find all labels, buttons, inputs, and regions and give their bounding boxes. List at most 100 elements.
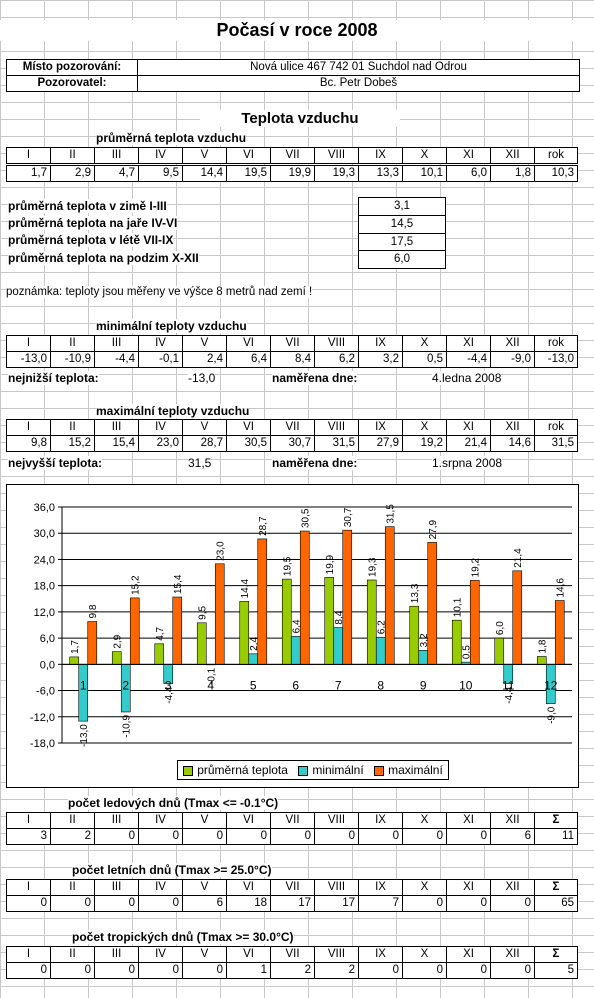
- max-value-cell: 23,0: [138, 435, 183, 452]
- season-label-winter: průměrná teplota v zimě I-III: [8, 199, 167, 213]
- avg-month-cell: XI: [446, 147, 491, 164]
- chart-data-label: 8,4: [334, 610, 345, 624]
- chart-bar: [239, 601, 250, 665]
- min-month-cell: III: [94, 335, 139, 352]
- tropical-month-cell: VII: [270, 946, 315, 963]
- summer-value-cell: 0: [94, 895, 139, 912]
- chart-bar: [129, 597, 140, 665]
- ice-value-cell: 6: [490, 828, 535, 845]
- summer-value-cell: 18: [226, 895, 271, 912]
- chart-data-label: 23,0: [216, 541, 227, 561]
- ice-month-cell: XII: [490, 812, 535, 829]
- min-month-cell: VI: [226, 335, 271, 352]
- avg-value-cell: 19,3: [314, 165, 359, 182]
- max-date-value: 1.srpna 2008: [432, 456, 503, 470]
- ice-month-cell: VI: [226, 812, 271, 829]
- avg-month-cell: I: [6, 147, 51, 164]
- min-month-cell: IV: [138, 335, 183, 352]
- tropical-value-cell: 0: [402, 962, 447, 979]
- max-date-label: naměřena dne:: [272, 456, 358, 470]
- avg-month-cell: VIII: [314, 147, 359, 164]
- chart-data-label: 14,4: [240, 578, 251, 598]
- info-table: Místo pozorování: Nová ulice 467 742 01 …: [6, 59, 580, 92]
- chart-bar: [78, 664, 89, 722]
- chart-bar: [87, 621, 98, 665]
- min-value-cell: 0,5: [402, 351, 447, 368]
- max-value-cell: 28,7: [182, 435, 227, 452]
- avg-month-cell: X: [402, 147, 447, 164]
- tropical-value-cell: 0: [50, 962, 95, 979]
- tropical-month-cell: IX: [358, 946, 403, 963]
- temperature-chart: -18,0 -12,0 -6,0 0,0 6,0 12,0 18,0 24,0 30,0 36,0…: [6, 484, 579, 788]
- min-value-cell: -9,0: [490, 351, 535, 368]
- avg-value-cell: 14,4: [182, 165, 227, 182]
- ice-summary-header: Σ: [534, 812, 578, 829]
- summer-value-cell: 17: [270, 895, 315, 912]
- avg-heading: průměrná teplota vzduchu: [96, 131, 247, 145]
- chart-data-label: 31,5: [386, 504, 397, 524]
- ice-value-cell: 0: [446, 828, 491, 845]
- chart-data-label: -4,4: [164, 686, 175, 704]
- tropical-month-row: I II III IV V VI VII VIII IX X XI XII Σ: [6, 946, 578, 963]
- chart-bar: [427, 542, 438, 665]
- min-value-cell: -4,4: [94, 351, 139, 368]
- ice-value-cell: 0: [402, 828, 447, 845]
- chart-bar: [214, 563, 225, 665]
- x-category-label: 11: [502, 678, 515, 692]
- chart-bar: [324, 577, 335, 665]
- max-value-cell: 15,4: [94, 435, 139, 452]
- min-month-row: I II III IV V VI VII VIII IX X XI XII rok: [6, 335, 578, 352]
- max-month-cell: II: [50, 419, 95, 436]
- season-value-spring: 14,5: [358, 215, 446, 234]
- avg-value-cell: 10,1: [402, 165, 447, 182]
- ice-month-cell: IX: [358, 812, 403, 829]
- ice-value-cell: 0: [226, 828, 271, 845]
- summer-month-row: I II III IV V VI VII VIII IX X XI XII Σ: [6, 879, 578, 896]
- chart-bar: [299, 530, 310, 665]
- legend-label-avg: průměrná teplota: [197, 763, 288, 777]
- min-summary-value: -13,0: [534, 351, 578, 368]
- chart-bar: [409, 605, 420, 665]
- x-category-label: 7: [335, 678, 342, 692]
- y-tick-label: 0,0: [40, 659, 55, 671]
- summer-value-row: 0 0 0 0 6 18 17 17 7 0 0 0 65: [6, 895, 578, 912]
- avg-month-cell: IV: [138, 147, 183, 164]
- ice-summary-value: 11: [534, 828, 578, 845]
- chart-legend: průměrná teplota minimální maximální: [177, 760, 449, 780]
- chart-bar: [469, 580, 480, 665]
- y-tick-label: -18,0: [30, 738, 55, 750]
- avg-value-cell: 6,0: [446, 165, 491, 182]
- summer-month-cell: II: [50, 879, 95, 896]
- max-month-cell: VII: [270, 419, 315, 436]
- tropical-month-cell: VI: [226, 946, 271, 963]
- x-category-label: 5: [250, 678, 257, 692]
- ice-month-cell: X: [402, 812, 447, 829]
- tropical-month-cell: II: [50, 946, 95, 963]
- min-summary-header: rok: [534, 335, 578, 352]
- summer-month-cell: VII: [270, 879, 315, 896]
- tropical-month-cell: XII: [490, 946, 535, 963]
- tropical-value-cell: 0: [138, 962, 183, 979]
- x-category-label: 10: [459, 678, 473, 692]
- chart-bar: [290, 636, 301, 665]
- legend-label-min: minimální: [312, 763, 364, 777]
- tropical-value-cell: 0: [6, 962, 51, 979]
- summer-value-cell: 6: [182, 895, 227, 912]
- summer-month-cell: VIII: [314, 879, 359, 896]
- max-value-row: 9,8 15,2 15,4 23,0 28,7 30,5 30,7 31,5 27,9 19,2 2…: [6, 435, 578, 452]
- chart-data-label: 9,8: [88, 604, 99, 618]
- chart-data-label: 27,9: [428, 519, 439, 539]
- min-extreme-label: nejnižší teplota:: [8, 371, 99, 385]
- tropical-value-cell: 0: [94, 962, 139, 979]
- legend-item-min: minimální: [298, 763, 364, 777]
- max-value-cell: 14,6: [490, 435, 535, 452]
- min-value-cell: -10,9: [50, 351, 95, 368]
- chart-bar: [418, 650, 429, 665]
- y-tick-label: -12,0: [30, 712, 55, 724]
- chart-data-label: -4,4: [504, 686, 515, 704]
- x-category-label: 3: [165, 678, 172, 692]
- min-month-cell: II: [50, 335, 95, 352]
- x-category-label: 8: [377, 678, 384, 692]
- tropical-value-cell: 0: [182, 962, 227, 979]
- chart-data-label: -0,1: [207, 667, 218, 685]
